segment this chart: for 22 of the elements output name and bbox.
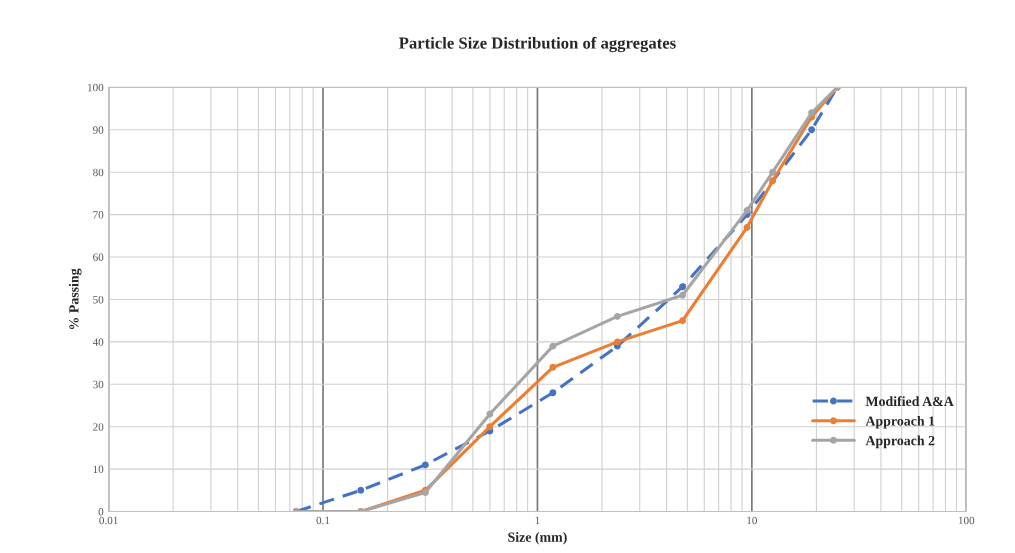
y-tick-label: 10 [93,465,104,474]
y-tick-label: 40 [92,338,104,346]
y-axis-title: % Passing [68,268,82,330]
legend-label: Modified A&A [865,396,954,407]
y-tick-label: 0 [98,507,104,516]
legend-label: Approach 2 [865,435,935,449]
x-tick-label: 100 [958,516,975,525]
legend-label: Approach 1 [865,415,935,429]
y-tick-label: 80 [93,168,104,177]
y-tick-label: 50 [93,295,104,304]
chart-title: Particle Size Distribution of aggregates [399,36,676,53]
x-tick-label: 0.1 [316,516,330,525]
x-tick-label: 10 [747,516,757,525]
x-axis-title: Size (mm) [508,532,567,545]
y-tick-label: 60 [93,253,104,261]
y-tick-label: 20 [93,423,104,431]
y-tick-label: 70 [93,211,104,219]
y-tick-label: 30 [93,380,104,389]
y-tick-label: 100 [88,83,104,92]
x-tick-label: 1 [535,516,540,525]
y-tick-label: 90 [92,126,104,134]
x-tick-label: 0.01 [99,516,118,525]
